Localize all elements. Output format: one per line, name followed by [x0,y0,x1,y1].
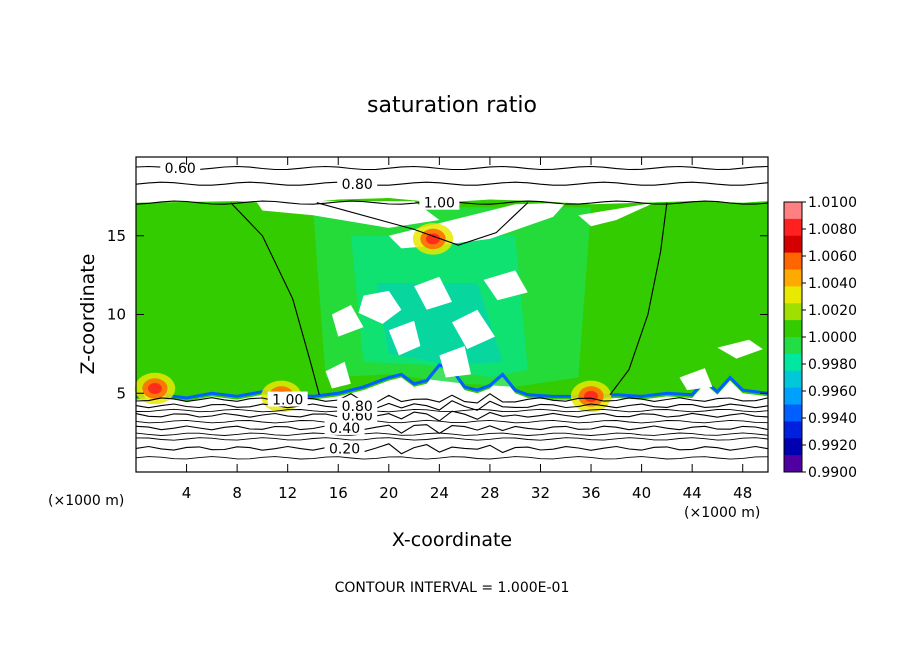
colorbar-swatch-15 [784,438,802,456]
cloud-free-patch-7 [452,309,495,350]
cloud-free-patch-9 [483,270,528,301]
contour-label-bg-1 [324,440,365,456]
colorbar-label-2: 1.0080 [808,222,857,238]
colorbar-label-4: 1.0040 [808,276,857,292]
colorbar-swatch-7 [784,303,802,321]
contour-line-4 [135,400,769,411]
cloud-free-patch-1 [256,201,440,228]
colorbar-swatch-4 [784,252,802,270]
cloud-free-patch-4 [358,290,402,324]
colorbar-swatch-12 [784,387,802,405]
x-axis-label: X-coordinate [392,529,512,551]
cloud-free-patch-13 [679,368,713,391]
cloud-free-patch-10 [439,346,471,378]
cloud-free-patch-3 [578,202,655,227]
contour-label-bg-8 [160,160,201,176]
cloud-free-patch-5 [331,305,364,337]
cloud-free-patch-12 [717,339,763,359]
cloud-free-patch-11 [325,361,351,389]
contour-label-bg-4 [337,397,378,413]
chart-title: saturation ratio [367,93,537,118]
plot-area: 0.200.400.600.801.001.000.800.60 [134,156,769,473]
colorbar-label-8: 0.9960 [808,384,857,400]
y-tick-label-1: 5 [116,384,126,402]
x-tick-label-7: 28 [480,484,499,502]
x-tick-label-2: 8 [232,484,242,502]
colorbar-label-1: 1.0100 [808,195,857,211]
x-tick-label-3: 12 [278,484,297,502]
contour-line-5 [135,393,769,404]
y-tick-label-3: 15 [107,227,126,245]
supersaturated-spot-4-3 [584,390,598,402]
contour-upper-arc [316,202,529,246]
contour-lines: 0.200.400.600.801.001.000.800.60 [135,160,769,460]
contour-interior-left [230,202,320,395]
x-tick-label-8: 32 [531,484,550,502]
colorbar-swatch-8 [784,320,802,338]
contour-line-extra-3 [135,432,769,436]
colorbar-swatch-9 [784,337,802,355]
y-unit-label: (×1000 m) [48,493,124,509]
contour-line-extra-1 [135,456,769,460]
colorbar: 1.0100 1.0080 1.0060 1.0040 1.0020 1.0000 0.99… [783,195,857,481]
x-axis: 4 8 12 16 20 24 28 32 36 40 44 48 [182,157,752,502]
x-tick-label-5: 20 [379,484,398,502]
colorbar-label-11: 0.9900 [808,465,857,481]
contour-label-4: 0.80 [342,399,373,415]
y-axis-label: Z-coordinate [77,254,99,375]
cloud-free-patch-6 [388,320,421,356]
y-tick-label-2: 10 [107,306,126,324]
x-tick-label-11: 44 [683,484,702,502]
supersaturated-spot-3-3 [426,233,440,245]
colorbar-swatch-5 [784,269,802,287]
x-unit-label: (×1000 m) [684,505,760,521]
x-tick-label-12: 48 [733,484,752,502]
x-tick-label-1: 4 [182,484,192,502]
colorbar-label-10: 0.9920 [808,438,857,454]
contour-label-7: 0.80 [342,177,373,193]
colorbar-swatch-6 [784,286,802,304]
contour-line-2 [135,424,769,434]
contour-label-bg-5 [267,391,308,407]
contour-interval-note: CONTOUR INTERVAL = 1.000E-01 [335,580,570,596]
x-tick-label-6: 24 [430,484,449,502]
contour-label-1: 0.20 [329,441,360,457]
colorbar-label-7: 0.9980 [808,357,857,373]
contour-line-extra-2 [135,437,769,441]
colorbar-label-9: 0.9940 [808,411,857,427]
contour-label-2: 0.40 [329,421,360,437]
colorbar-swatch-10 [784,353,802,372]
colorbar-swatch-2 [784,218,802,237]
contour-line-8 [135,165,769,171]
contour-label-8: 0.60 [165,161,196,177]
colorbar-label-3: 1.0060 [808,249,857,265]
contour-line-extra-4 [135,419,769,424]
x-tick-label-4: 16 [329,484,348,502]
contour-label-bg-7 [337,175,378,191]
colorbar-swatch-13 [784,404,802,422]
contour-label-bg-6 [419,194,460,210]
contour-line-3 [135,410,769,422]
contour-interior-right [609,202,668,396]
x-tick-label-9: 36 [581,484,600,502]
colorbar-swatch-11 [784,370,802,389]
colorbar-swatch-1 [784,202,802,220]
x-tick-label-10: 40 [632,484,651,502]
y-axis: 5 10 15 [107,227,768,402]
contour-label-bg-2 [324,419,365,435]
colorbar-swatch-14 [784,421,802,439]
contour-line-1 [135,443,769,455]
contour-line-extra-5 [135,408,769,413]
supersaturated-spot-1-3 [148,383,162,395]
cloud-free-patch-8 [414,276,452,310]
contour-label-5: 1.00 [272,393,303,409]
contour-label-6: 1.00 [424,196,455,212]
colorbar-swatch-16 [784,455,802,473]
colorbar-label-5: 1.0020 [808,303,857,319]
contour-line-7 [135,181,769,186]
colorbar-swatch-3 [784,235,802,254]
colorbar-label-6: 1.0000 [808,330,857,346]
